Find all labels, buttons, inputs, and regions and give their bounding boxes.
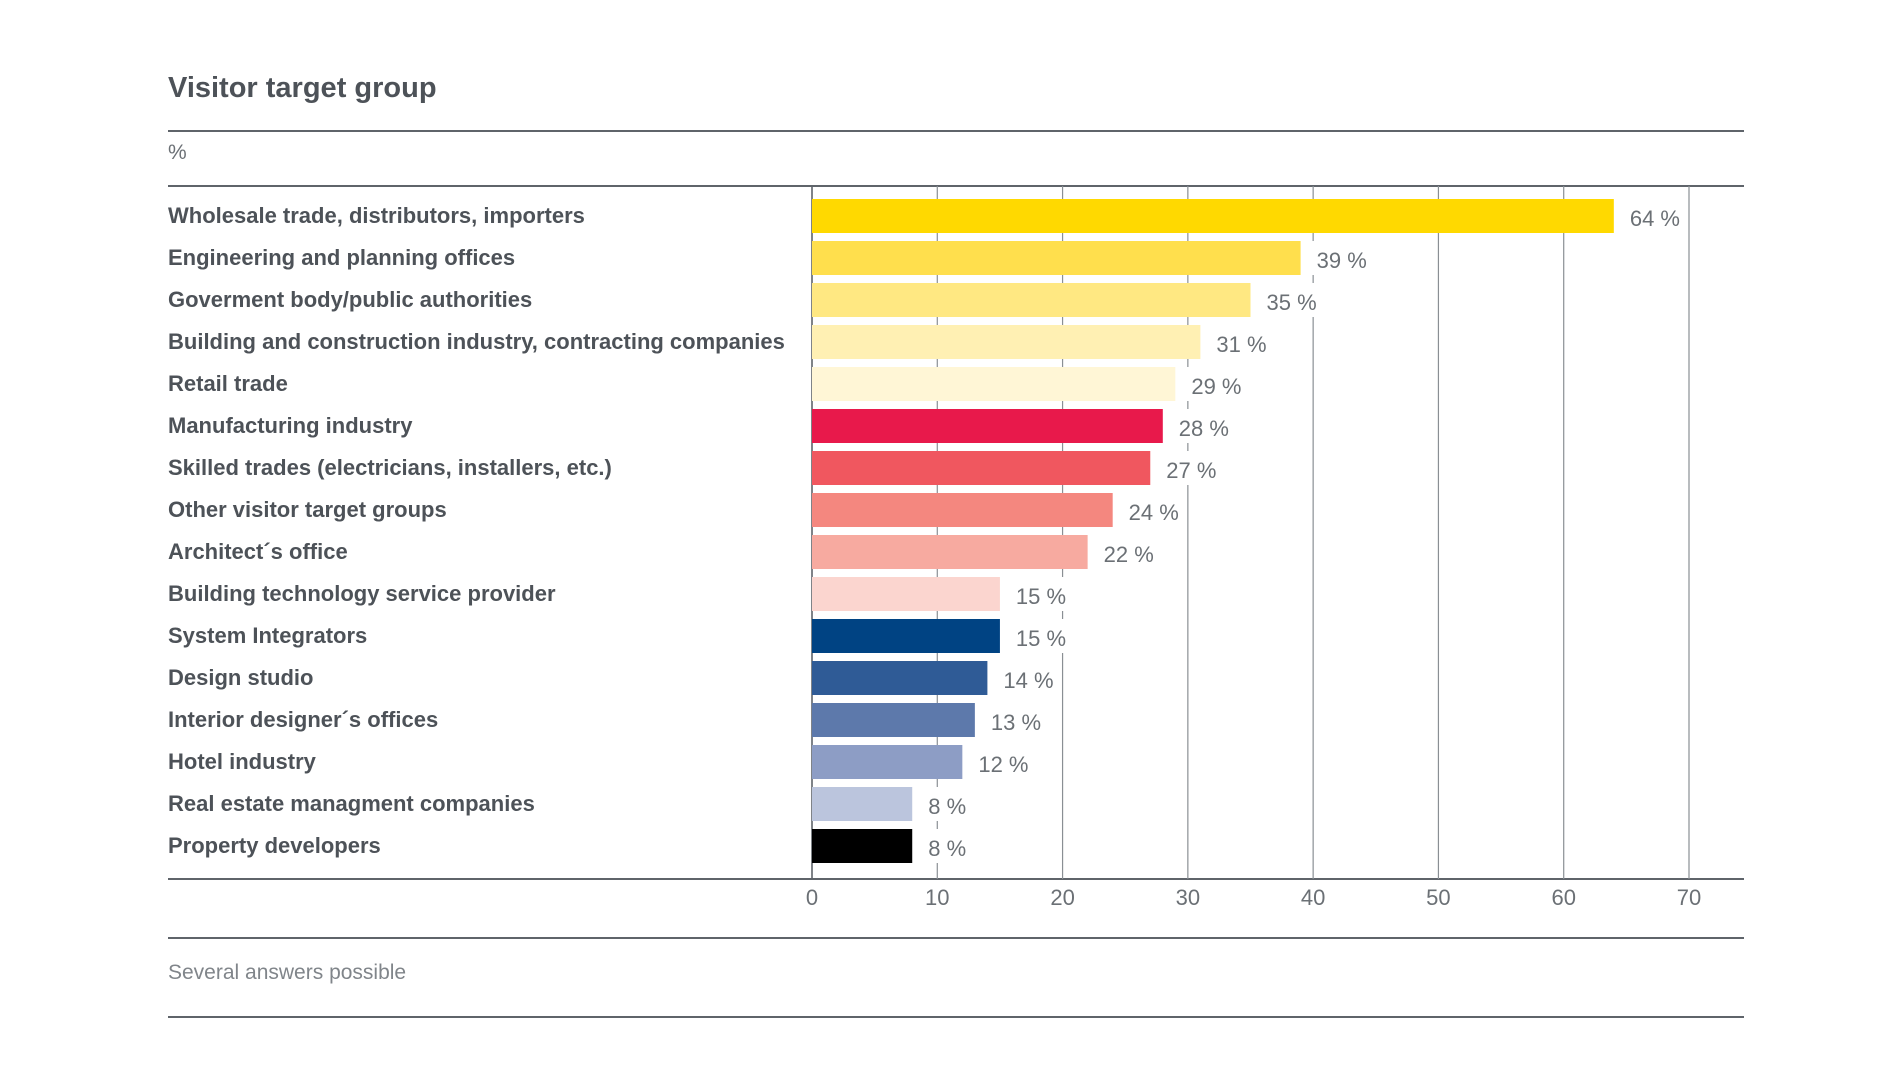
value-label: 28 %: [1179, 416, 1229, 441]
x-tick-label: 0: [806, 885, 818, 910]
value-label-backdrop: [1202, 325, 1265, 359]
value-label-backdrop: [1114, 493, 1177, 527]
category-label: Interior designer´s offices: [168, 707, 438, 732]
category-label: Real estate managment companies: [168, 791, 535, 816]
value-label-backdrop: [1252, 283, 1315, 317]
x-tick-label: 50: [1426, 885, 1450, 910]
x-tick-labels: 0 10 20 30 40 50 60 70: [806, 885, 1701, 910]
value-label-backdrop: [1152, 451, 1215, 485]
x-tick-label: 40: [1301, 885, 1325, 910]
value-label-backdrop: [1089, 535, 1152, 569]
value-label-backdrop: [914, 829, 977, 863]
value-label-backdrop: [1001, 619, 1064, 653]
category-label: Design studio: [168, 665, 313, 690]
value-label: 15 %: [1016, 626, 1066, 651]
value-label: 29 %: [1191, 374, 1241, 399]
bars: [812, 199, 1678, 863]
value-label: 14 %: [1003, 668, 1053, 693]
value-label-backdrop: [1302, 241, 1365, 275]
value-label-backdrop: [1001, 577, 1064, 611]
category-labels: Wholesale trade, distributors, importers…: [168, 203, 785, 858]
bar: [812, 451, 1151, 485]
horizontal-rules: [168, 130, 1744, 1018]
bar: [812, 535, 1088, 569]
category-label: Property developers: [168, 833, 381, 858]
value-label-backdrop: [1615, 199, 1678, 233]
x-tick-label: 10: [925, 885, 949, 910]
value-label-backdrop: [989, 661, 1052, 695]
bar: [812, 493, 1113, 527]
bar: [812, 409, 1163, 443]
value-label-backdrop: [976, 703, 1039, 737]
category-label: Skilled trades (electricians, installers…: [168, 455, 612, 480]
category-label: Building and construction industry, cont…: [168, 329, 785, 354]
value-label-backdrop: [1177, 367, 1240, 401]
value-label: 12 %: [978, 752, 1028, 777]
value-label-backdrop: [914, 787, 977, 821]
x-tick-label: 70: [1677, 885, 1701, 910]
category-label: System Integrators: [168, 623, 367, 648]
value-label-backdrop: [964, 745, 1027, 779]
bar: [812, 241, 1301, 275]
category-label: Other visitor target groups: [168, 497, 447, 522]
value-labels: 64 % 39 %35 %31 % 29 % 28 % 27 % 24 % 22 % 15 %…: [928, 206, 1680, 861]
chart-title: Visitor target group: [168, 72, 437, 104]
bar: [812, 787, 913, 821]
bar: [812, 199, 1614, 233]
category-label: Hotel industry: [168, 749, 317, 774]
value-label: 27 %: [1166, 458, 1216, 483]
value-label: 31 %: [1216, 332, 1266, 357]
bar: [812, 619, 1000, 653]
category-label: Engineering and planning offices: [168, 245, 515, 270]
category-label: Retail trade: [168, 371, 288, 396]
category-label: Wholesale trade, distributors, importers: [168, 203, 585, 228]
category-label: Building technology service provider: [168, 581, 556, 606]
bar: [812, 367, 1176, 401]
category-label: Architect´s office: [168, 539, 348, 564]
value-label: 15 %: [1016, 584, 1066, 609]
bar: [812, 325, 1201, 359]
footnote: Several answers possible: [168, 961, 407, 984]
x-tick-label: 30: [1176, 885, 1200, 910]
bar: [812, 283, 1251, 317]
value-label-backdrop: [1164, 409, 1227, 443]
value-label: 8 %: [928, 836, 966, 861]
value-label: 8 %: [928, 794, 966, 819]
bar: [812, 661, 988, 695]
value-label: 22 %: [1104, 542, 1154, 567]
value-label: 64 %: [1630, 206, 1680, 231]
category-label: Manufacturing industry: [168, 413, 413, 438]
bar: [812, 703, 975, 737]
x-tick-label: 60: [1551, 885, 1575, 910]
x-tick-label: 20: [1050, 885, 1074, 910]
value-label: 13 %: [991, 710, 1041, 735]
value-label: 35 %: [1267, 290, 1317, 315]
unit-label: %: [168, 141, 187, 164]
category-label: Goverment body/public authorities: [168, 287, 532, 312]
value-label: 24 %: [1129, 500, 1179, 525]
bar: [812, 745, 963, 779]
bar: [812, 829, 913, 863]
value-label: 39 %: [1317, 248, 1367, 273]
bar: [812, 577, 1000, 611]
